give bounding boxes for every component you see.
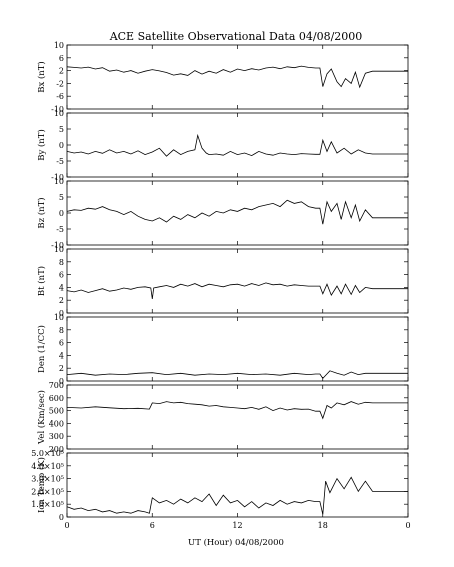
y-tick-label: 2 (59, 364, 64, 373)
panels: 10 6 2 -2 -6 -10 Bx (nT) 10 5 0 -5 -10 By (nT) 10 5 0 -5… (31, 41, 410, 530)
y-tick-label: -5 (56, 157, 64, 166)
y-tick-label: 5.0×10⁵ (31, 449, 64, 458)
panel-3: 10 5 0 -5 -10 Bz (nT) (36, 177, 409, 250)
y-tick-label: -10 (51, 105, 64, 114)
x-axis-label: UT (Hour) 04/08/2000 (188, 537, 284, 548)
y-tick-label: 8 (59, 326, 64, 335)
y-tick-label: 5 (59, 125, 64, 134)
panel-frame (66, 316, 409, 382)
y-tick-label: 10 (54, 313, 64, 322)
y-tick-label: 0 (59, 309, 64, 318)
panel-frame (66, 112, 409, 178)
x-tick-label: 18 (318, 521, 328, 530)
y-tick-label: 6 (59, 271, 64, 280)
y-tick-label: 500 (49, 407, 64, 416)
series-line (66, 65, 408, 89)
series-line (66, 370, 408, 380)
y-tick-label: -5 (56, 225, 64, 234)
y-axis-label: Bt (nT) (36, 266, 47, 296)
y-tick-label: -10 (51, 173, 64, 182)
y-tick-label: 4.0×10⁵ (31, 462, 64, 471)
y-tick-label: 6 (59, 339, 64, 348)
y-tick-label: 400 (49, 419, 64, 428)
y-tick-label: 0 (59, 377, 64, 386)
y-axis-label: By (nT) (36, 129, 47, 161)
y-tick-label: 4 (59, 283, 64, 292)
y-tick-label: 1.0×10⁵ (31, 500, 64, 509)
y-tick-label: 200 (49, 445, 64, 454)
y-tick-label: 6 (59, 54, 64, 63)
x-tick-label: 0 (405, 521, 410, 530)
y-axis-label: Bx (nT) (36, 61, 47, 93)
x-tick-label: 6 (150, 521, 155, 530)
y-tick-label: 5 (59, 193, 64, 202)
y-tick-label: 0 (59, 513, 64, 522)
y-tick-label: -10 (51, 241, 64, 250)
panel-2: 10 5 0 -5 -10 By (nT) (36, 109, 409, 182)
y-axis-label: Bz (nT) (36, 197, 47, 228)
y-tick-label: 10 (54, 245, 64, 254)
panel-frame (66, 180, 409, 246)
series-line (66, 476, 408, 515)
series-line (66, 199, 408, 225)
series-line (66, 401, 408, 420)
y-tick-label: 600 (49, 394, 64, 403)
chart-title: ACE Satellite Observational Data 04/08/2… (109, 30, 363, 43)
y-tick-label: 0 (59, 209, 64, 218)
y-axis-label: Vel (Km/sec) (36, 390, 47, 445)
y-tick-label: 10 (54, 41, 64, 50)
y-tick-label: -2 (56, 79, 64, 88)
y-tick-label: -6 (56, 92, 64, 101)
y-axis-label: Ion Temp (K) (36, 457, 47, 513)
y-tick-label: 10 (54, 177, 64, 186)
y-tick-label: 300 (49, 432, 64, 441)
panel-4: 10 8 6 4 2 0 Bt (nT) (36, 245, 409, 318)
y-tick-label: 8 (59, 258, 64, 267)
series-line (66, 133, 408, 157)
y-tick-label: 3.0×10⁵ (31, 475, 64, 484)
y-tick-label: 2 (59, 296, 64, 305)
panel-frame (66, 452, 409, 518)
panel-frame (66, 248, 409, 314)
series-line (66, 282, 408, 299)
y-tick-label: 4 (59, 351, 64, 360)
panel-1: 10 6 2 -2 -6 -10 Bx (nT) (36, 41, 409, 114)
panel-5: 10 8 6 4 2 0 Den (1/CC) (36, 313, 409, 386)
y-axis-label: Den (1/CC) (36, 325, 47, 373)
y-tick-label: 2 (59, 67, 64, 76)
y-tick-label: 0 (59, 141, 64, 150)
y-tick-label: 700 (49, 381, 64, 390)
panel-frame (66, 384, 409, 450)
panel-7: 5.0×10⁵ 4.0×10⁵ 3.0×10⁵ 2.0×10⁵ 1.0×10⁵ 0 Ion … (31, 449, 409, 522)
x-tick-label: 0 (64, 521, 69, 530)
y-tick-label: 10 (54, 109, 64, 118)
y-tick-label: 2.0×10⁵ (31, 487, 64, 496)
x-tick-label: 12 (232, 521, 242, 530)
